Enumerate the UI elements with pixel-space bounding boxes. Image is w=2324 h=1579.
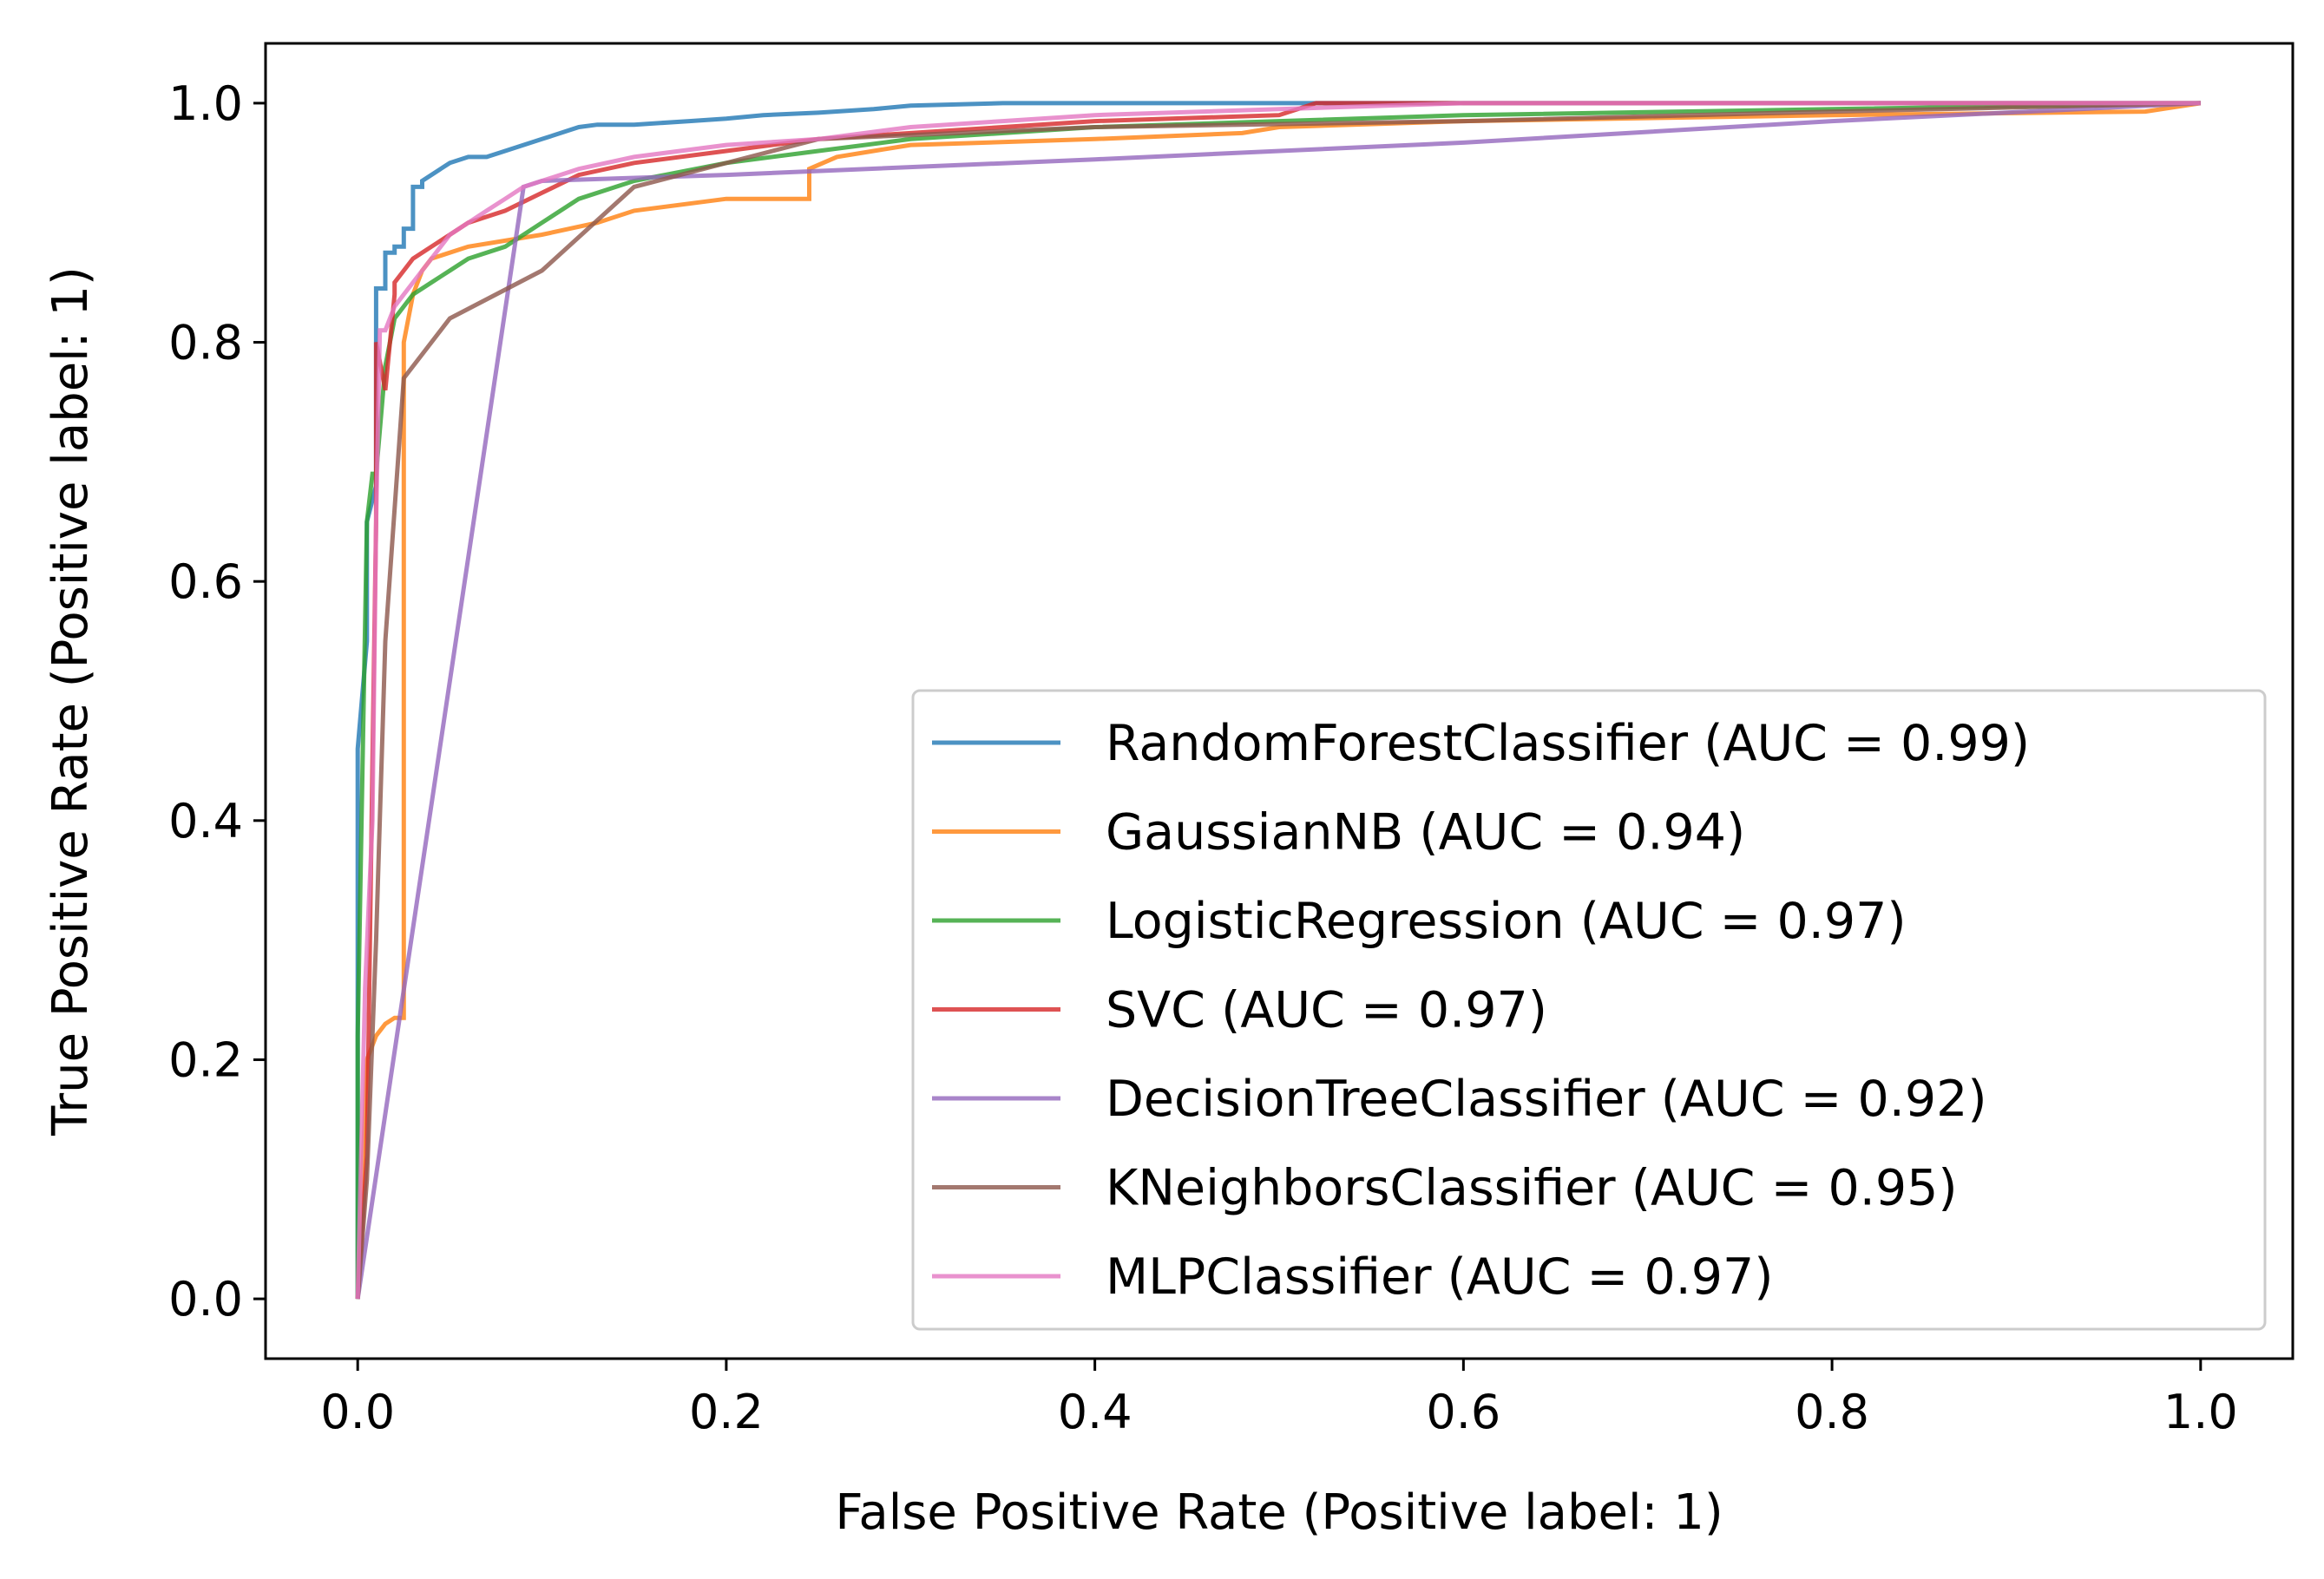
series-line-0 (355, 101, 2201, 1300)
legend-box (911, 689, 2267, 1331)
x-tick-label: 1.0 (2163, 1385, 2238, 1439)
legend-label-2: LogisticRegression (AUC = 0.97) (1106, 893, 1907, 950)
legend-label-3: SVC (AUC = 0.97) (1106, 982, 1547, 1039)
x-axis: 0.0 0.2 0.4 0.6 0.8 1.0 (320, 1359, 2238, 1439)
series-line-6 (355, 101, 2201, 1300)
y-tick-label: 1.0 (168, 76, 243, 131)
y-axis: 0.0 0.2 0.4 0.6 0.8 1.0 (168, 76, 266, 1327)
x-axis-label: False Positive Rate (Positive label: 1) (835, 1484, 1723, 1541)
legend-label-6: MLPClassifier (AUC = 0.97) (1106, 1248, 1774, 1306)
legend-label-5: KNeighborsClassifier (AUC = 0.95) (1106, 1160, 1958, 1217)
x-tick-label: 0.4 (1058, 1385, 1132, 1439)
legend-label-4: DecisionTreeClassifier (AUC = 0.92) (1106, 1071, 1987, 1128)
x-tick-label: 0.2 (689, 1385, 764, 1439)
x-tick-label: 0.0 (320, 1385, 395, 1439)
legend: RandomForestClassifier (AUC = 0.99) Gauss… (911, 689, 2267, 1331)
series-line-5 (355, 101, 2201, 1300)
y-tick-label: 0.8 (168, 316, 243, 370)
y-tick-label: 0.0 (168, 1272, 243, 1327)
y-tick-label: 0.4 (168, 794, 243, 848)
legend-label-0: RandomForestClassifier (AUC = 0.99) (1106, 715, 2030, 772)
plot-frame (264, 42, 2294, 1360)
series-layer (355, 101, 2202, 1300)
legend-label-1: GaussianNB (AUC = 0.94) (1106, 804, 1745, 862)
y-tick-label: 0.6 (168, 554, 243, 609)
y-axis-label: True Positive Rate (Positive label: 1) (43, 266, 99, 1137)
y-tick-label: 0.2 (168, 1032, 243, 1087)
x-tick-label: 0.6 (1426, 1385, 1500, 1439)
x-tick-label: 0.8 (1795, 1385, 1869, 1439)
